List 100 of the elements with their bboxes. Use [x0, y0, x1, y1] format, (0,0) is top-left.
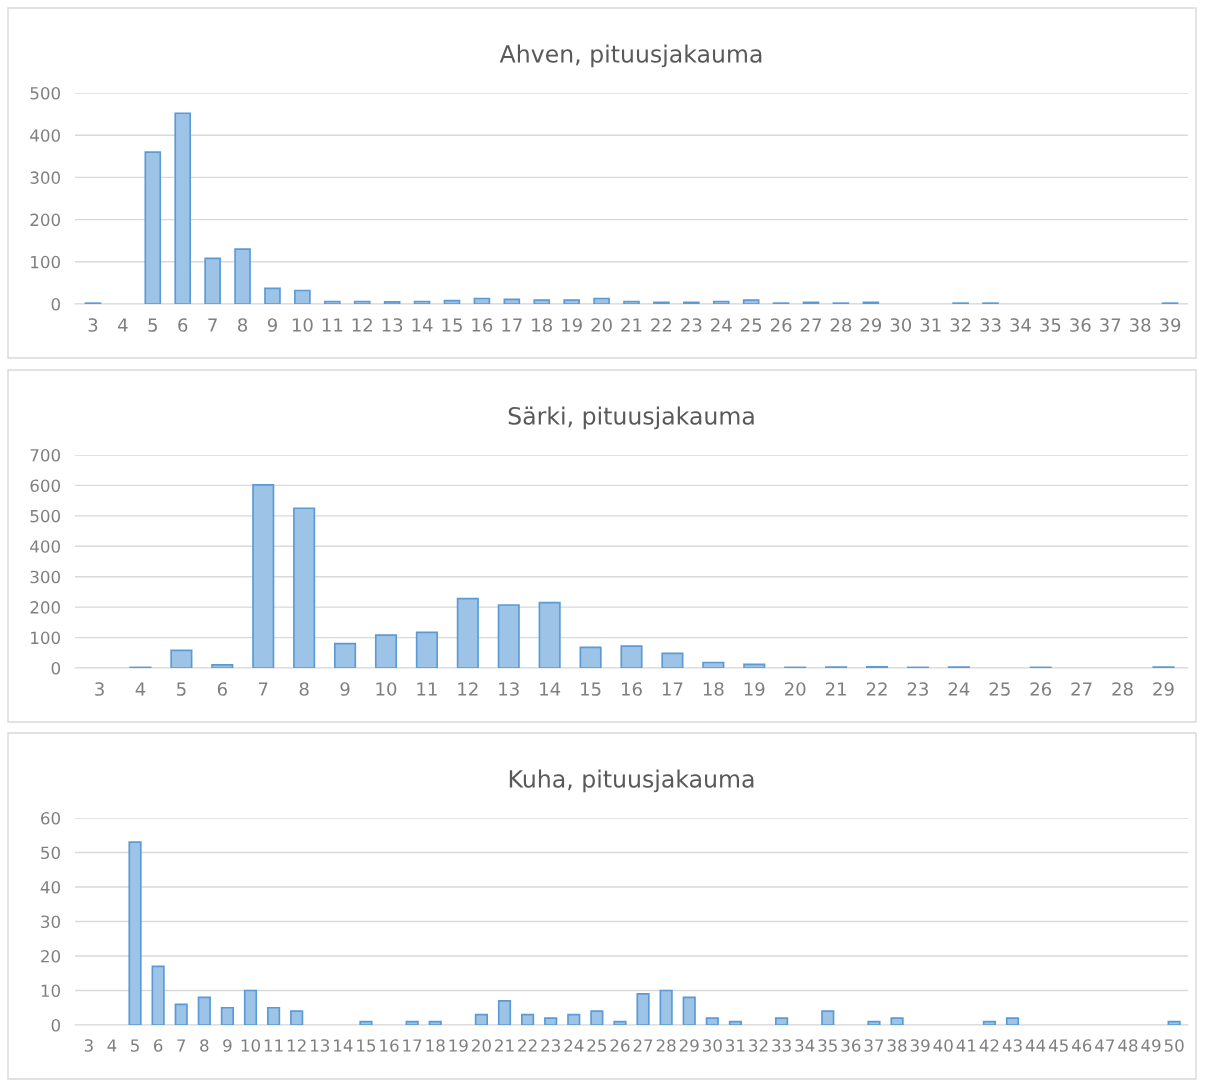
- x-tick-label: 7: [208, 318, 217, 332]
- bar: [374, 634, 398, 668]
- x-tick-label: 41: [956, 1039, 976, 1052]
- bar: [353, 300, 371, 304]
- x-tick-label: 27: [633, 1039, 653, 1052]
- x-tick-label: 12: [287, 1039, 306, 1052]
- x-tick-label: 23: [681, 318, 702, 332]
- y-tick-label: 100: [31, 255, 60, 269]
- bar: [1005, 1017, 1020, 1025]
- x-tick-label: 30: [702, 1039, 722, 1052]
- x-tick-label: 15: [442, 318, 462, 332]
- x-tick-label: 4: [107, 1039, 117, 1052]
- x-tick-label: 28: [830, 318, 852, 332]
- y-tick-label: 300: [30, 171, 60, 184]
- x-tick-label: 25: [741, 318, 762, 332]
- x-tick-label: 32: [749, 1039, 768, 1052]
- y-tick-label: 700: [30, 448, 60, 462]
- bar: [428, 1020, 442, 1025]
- bar: [623, 300, 640, 304]
- x-tick-label: 31: [920, 318, 941, 332]
- x-tick-label: 29: [679, 1039, 699, 1052]
- x-tick-label: 19: [744, 682, 765, 696]
- x-tick-label: 24: [711, 318, 732, 332]
- bar: [743, 663, 766, 668]
- x-tick-label: 31: [726, 1039, 745, 1052]
- x-tick-label: 18: [532, 318, 552, 332]
- bar: [620, 645, 643, 668]
- x-tick-label: 30: [890, 318, 912, 332]
- bar: [982, 1020, 997, 1025]
- x-tick-label: 28: [656, 1039, 676, 1052]
- bar: [294, 289, 311, 304]
- x-tick-label: 24: [948, 682, 970, 696]
- x-tick-label: 10: [292, 318, 313, 332]
- x-tick-label: 7: [177, 1039, 186, 1052]
- x-tick-label: 12: [352, 318, 372, 332]
- y-tick-label: 200: [30, 213, 60, 227]
- bar: [1167, 1020, 1181, 1025]
- bar: [293, 507, 316, 668]
- x-tick-label: 21: [621, 318, 642, 332]
- x-tick-label: 20: [785, 682, 806, 696]
- bar: [474, 1013, 489, 1025]
- y-tick-label: 20: [41, 949, 60, 963]
- x-tick-label: 22: [651, 318, 672, 332]
- x-tick-label: 19: [449, 1039, 468, 1052]
- x-tick-label: 48: [1118, 1039, 1138, 1052]
- x-tick-label: 17: [403, 1039, 422, 1052]
- bar: [415, 631, 438, 668]
- x-tick-label: 10: [241, 1039, 260, 1052]
- y-tick-label: 200: [30, 601, 60, 614]
- bar: [821, 1010, 835, 1025]
- bar: [204, 257, 221, 304]
- bar: [593, 297, 610, 304]
- x-tick-label: 32: [950, 318, 971, 332]
- x-tick-label: 18: [703, 682, 724, 696]
- y-tick-label: 10: [41, 984, 60, 998]
- y-tick-label: 400: [30, 129, 60, 142]
- chart-title: Särki, pituusjakauma: [508, 406, 754, 430]
- x-tick-label: 21: [825, 682, 846, 696]
- y-tick-label: 0: [51, 297, 60, 311]
- x-tick-label: 37: [864, 1039, 884, 1052]
- bar: [456, 597, 479, 668]
- x-tick-label: 37: [1100, 318, 1121, 332]
- bar: [497, 1000, 512, 1025]
- x-tick-label: 14: [334, 1039, 353, 1052]
- y-tick-label: 50: [41, 846, 60, 860]
- x-tick-label: 26: [770, 318, 792, 332]
- x-tick-label: 20: [472, 1039, 491, 1052]
- x-tick-label: 45: [1048, 1039, 1068, 1052]
- x-tick-label: 35: [818, 1039, 837, 1052]
- x-tick-label: 11: [417, 682, 437, 696]
- bar: [661, 652, 684, 668]
- bar: [334, 642, 357, 668]
- x-tick-label: 5: [131, 1039, 139, 1052]
- y-tick-label: 400: [30, 540, 60, 553]
- x-tick-label: 49: [1141, 1039, 1161, 1052]
- x-tick-label: 22: [518, 1039, 537, 1052]
- bar: [473, 297, 491, 304]
- bar: [728, 1020, 743, 1025]
- x-tick-label: 17: [662, 682, 683, 696]
- bar: [659, 989, 673, 1025]
- bar: [174, 112, 192, 304]
- x-tick-label: 18: [426, 1039, 445, 1052]
- y-tick-label: 0: [51, 1018, 60, 1032]
- bar: [567, 1013, 581, 1025]
- x-tick-label: 39: [910, 1039, 930, 1052]
- bar: [742, 299, 760, 304]
- x-tick-label: 47: [1095, 1039, 1115, 1052]
- x-tick-label: 9: [223, 1039, 232, 1052]
- bar: [220, 1006, 235, 1025]
- x-tick-label: 15: [581, 682, 601, 696]
- x-tick-label: 38: [1130, 318, 1151, 332]
- x-tick-label: 8: [200, 1039, 209, 1052]
- bar: [264, 287, 281, 304]
- x-tick-label: 34: [1010, 318, 1031, 332]
- x-tick-label: 19: [562, 318, 582, 332]
- x-tick-label: 8: [299, 682, 309, 696]
- y-tick-label: 0: [51, 661, 60, 675]
- x-tick-label: 20: [591, 318, 612, 332]
- bar: [252, 483, 275, 668]
- x-tick-label: 16: [472, 318, 493, 332]
